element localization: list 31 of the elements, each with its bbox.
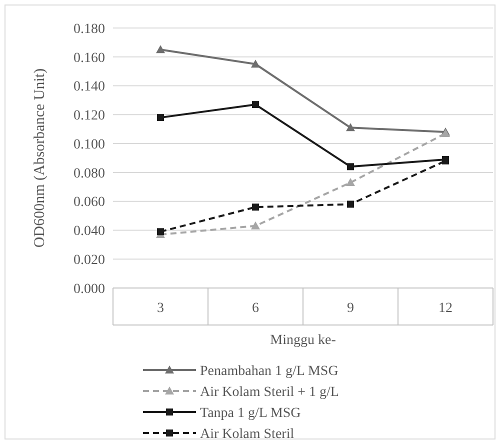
point	[156, 45, 165, 54]
y-tick-label: 0.140	[74, 80, 105, 95]
x-axis-title: Minggu ke-	[270, 333, 336, 348]
y-tick-label: 0.060	[74, 195, 105, 210]
legend-label: Air Kolam Steril + 1 g/L	[200, 384, 339, 400]
point	[347, 200, 354, 208]
y-axis-title: OD600nm (Absorbance Unit)	[32, 68, 48, 248]
point	[157, 114, 164, 122]
y-tick-label: 0.020	[74, 253, 105, 268]
point	[346, 178, 355, 186]
y-tick-label: 0.000	[74, 282, 105, 297]
x-tick-label: 9	[347, 300, 354, 316]
y-tick-label: 0.160	[74, 50, 105, 66]
legend-label: Air Kolam Steril	[200, 426, 294, 442]
x-tick-label: 12	[438, 300, 452, 316]
point	[157, 228, 164, 236]
x-tick-label: 3	[157, 300, 164, 316]
point	[251, 221, 260, 230]
y-tick-label: 0.040	[74, 224, 105, 240]
y-tick-label: 0.120	[74, 108, 105, 124]
legend-label: Penambahan 1 g/L MSG	[200, 364, 338, 379]
point	[347, 163, 354, 170]
point	[252, 101, 259, 108]
legend-label: Tanpa 1 g/L MSG	[200, 406, 301, 421]
point	[346, 123, 355, 132]
x-tick-label: 6	[252, 300, 259, 316]
y-tick-label: 0.180	[74, 22, 105, 37]
y-tick-label: 0.100	[74, 137, 105, 152]
y-tick-label: 0.080	[74, 166, 105, 182]
point	[251, 60, 260, 68]
point	[252, 204, 259, 211]
